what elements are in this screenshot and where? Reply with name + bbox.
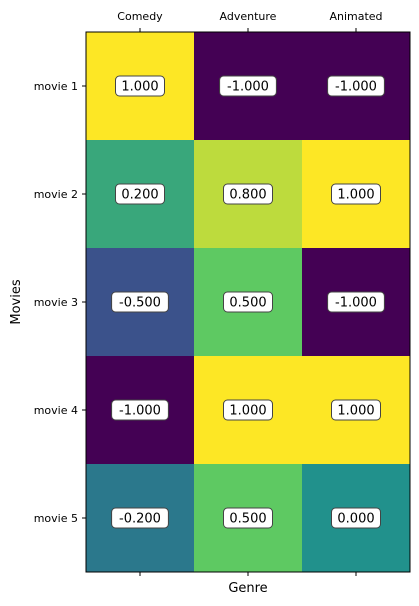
- value-label-box: [115, 183, 165, 205]
- value-label-box: [327, 75, 385, 97]
- value-label: 0.500: [229, 512, 266, 527]
- value-label: 0.500: [229, 296, 266, 311]
- y-tick-label: movie 1: [34, 80, 78, 93]
- value-label: 1.000: [337, 404, 374, 419]
- value-label-box: [327, 291, 385, 313]
- value-label: -1.000: [227, 80, 269, 95]
- value-label: -1.000: [335, 80, 377, 95]
- value-label-box: [331, 507, 381, 529]
- y-tick-label: movie 3: [34, 296, 78, 309]
- value-label: 0.800: [229, 188, 266, 203]
- value-label-box: [111, 291, 169, 313]
- value-label: -0.500: [119, 296, 161, 311]
- value-label: 1.000: [121, 80, 158, 95]
- value-label: 1.000: [229, 404, 266, 419]
- value-label-box: [219, 75, 277, 97]
- value-label-box: [111, 399, 169, 421]
- x-tick-label: Adventure: [220, 10, 277, 23]
- value-label: -0.200: [119, 512, 161, 527]
- value-label-box: [223, 183, 273, 205]
- y-tick-label: movie 2: [34, 188, 78, 201]
- x-tick-label: Animated: [329, 10, 382, 23]
- value-label: -1.000: [335, 296, 377, 311]
- value-label-box: [223, 399, 273, 421]
- value-label-box: [111, 507, 169, 529]
- x-tick-label: Comedy: [117, 10, 163, 23]
- value-label-box: [223, 291, 273, 313]
- x-axis-label: Genre: [228, 581, 267, 596]
- value-label-box: [331, 183, 381, 205]
- value-label-box: [331, 399, 381, 421]
- value-label: 1.000: [337, 188, 374, 203]
- value-label: 0.000: [337, 512, 374, 527]
- value-label: 0.200: [121, 188, 158, 203]
- axis-ticks: Comedy Adventure Animated movie 1 movie 2 mov…: [34, 10, 383, 576]
- value-label-box: [115, 75, 165, 97]
- y-axis-label: Movies: [9, 279, 24, 324]
- y-tick-label: movie 4: [34, 404, 78, 417]
- value-labels: 1.000 -1.000 -1.000 0.200 0.800 1.000 -0.500 0.…: [111, 75, 385, 529]
- value-label: -1.000: [119, 404, 161, 419]
- value-label-box: [223, 507, 273, 529]
- y-tick-label: movie 5: [34, 512, 78, 525]
